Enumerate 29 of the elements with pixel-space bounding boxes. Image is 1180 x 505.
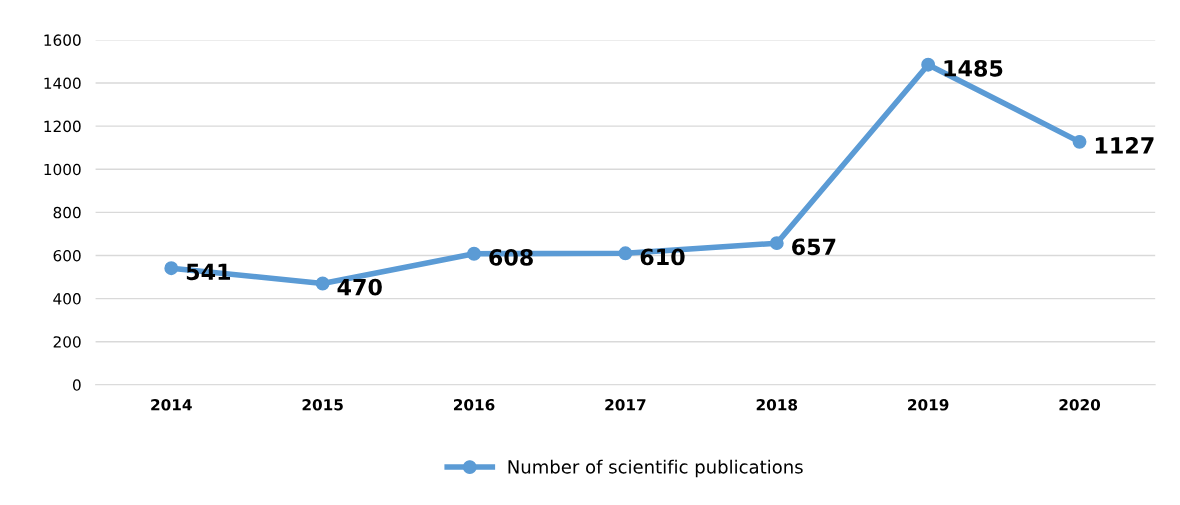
x-tick-label: 2019 xyxy=(908,398,949,411)
y-tick-label: 600 xyxy=(53,249,81,262)
y-tick-label: 1000 xyxy=(44,163,81,176)
x-tick-label: 2015 xyxy=(302,398,343,411)
y-tick-label: 1200 xyxy=(44,120,81,133)
point xyxy=(467,246,481,261)
point xyxy=(315,276,330,291)
x-tick-label: 2020 xyxy=(1059,398,1101,411)
point xyxy=(1072,134,1087,149)
point xyxy=(921,57,936,72)
data-label: 657 xyxy=(792,238,836,256)
y-tick-label: 1400 xyxy=(44,77,81,90)
legend-label: Number of scientific publications xyxy=(508,459,803,478)
x-tick-label: 2017 xyxy=(605,398,646,411)
y-tick-label: 1600 xyxy=(44,34,81,46)
x-tick-label: 2014 xyxy=(151,398,192,411)
y-tick-label: 0 xyxy=(72,379,81,391)
data-label: 1485 xyxy=(944,59,1003,77)
y-tick-label: 200 xyxy=(53,336,81,348)
x-tick-label: 2016 xyxy=(453,398,495,411)
data-label: 610 xyxy=(640,248,685,266)
x-tick-label: 2018 xyxy=(756,398,798,411)
y-tick-label: 400 xyxy=(53,293,81,305)
data-label: 470 xyxy=(337,278,382,296)
y-tick-label: 800 xyxy=(53,206,81,219)
point xyxy=(618,246,633,261)
point xyxy=(164,261,179,276)
data-label: 1127 xyxy=(1095,137,1154,154)
point xyxy=(769,236,784,251)
